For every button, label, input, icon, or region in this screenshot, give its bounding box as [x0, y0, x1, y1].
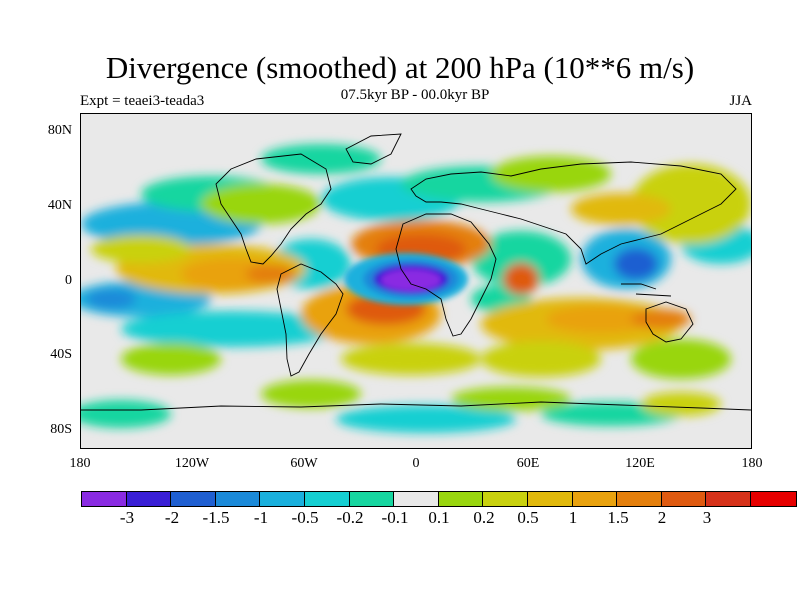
colorbar-label: -1 [253, 508, 269, 527]
map-panel [80, 113, 752, 449]
coastlines [81, 133, 751, 411]
colorbar-label: 0.2 [473, 508, 495, 527]
colorbar-swatch-11 [572, 492, 618, 506]
colorbar-swatch-6 [349, 492, 395, 506]
lon-label-180e: 180 [741, 456, 763, 471]
colorbar-swatch-13 [661, 492, 707, 506]
lat-label-40s: 40S [50, 347, 72, 362]
colorbar-swatch-9 [483, 492, 528, 506]
colorbar-label: 1 [568, 508, 578, 527]
convergence-core [344, 253, 468, 305]
colorbar-label: 0.1 [428, 508, 450, 527]
colorbar-label: -2 [164, 508, 180, 527]
colorbar-label: 0.5 [517, 508, 539, 527]
colorbar-label: 3 [702, 508, 712, 527]
lon-label-60e: 60E [516, 456, 540, 471]
colorbar-swatch-14 [706, 492, 751, 506]
lon-label-60w: 60W [290, 456, 318, 471]
colorbar-swatch-10 [527, 492, 573, 506]
lat-label-80n: 80N [47, 123, 72, 138]
chart-subtitle: 07.5kyr BP - 00.0kyr BP [340, 87, 490, 103]
lon-label-180w: 180 [69, 456, 91, 471]
colorbar-swatch-12 [617, 492, 662, 506]
colorbar-swatch-7 [394, 492, 439, 506]
colorbar-swatch-1 [126, 492, 172, 506]
divergence-map [81, 114, 751, 448]
lat-label-80s: 80S [50, 422, 72, 437]
colorbar-swatch-15 [750, 492, 796, 506]
colorbar-label: -0.2 [336, 508, 364, 527]
lat-label-0: 0 [65, 273, 72, 288]
colorbar-swatch-3 [215, 492, 261, 506]
colorbar-label: 2 [657, 508, 667, 527]
colorbar-label: 1.5 [607, 508, 629, 527]
colorbar-swatch-2 [171, 492, 216, 506]
colorbar-label: -0.5 [291, 508, 319, 527]
lon-label-120w: 120W [174, 456, 210, 471]
colorbar-swatch-4 [260, 492, 305, 506]
lon-label-0: 0 [412, 456, 420, 471]
colorbar-label: -1.5 [202, 508, 230, 527]
season-label: JJA [729, 93, 752, 109]
experiment-label: Expt = teaei3-teada3 [80, 93, 205, 109]
colorbar-label: -0.1 [381, 508, 409, 527]
colorbar-label: -3 [119, 508, 135, 527]
lon-label-120e: 120E [625, 456, 655, 471]
colorbar-swatch-5 [304, 492, 350, 506]
colorbar-swatch-0 [82, 492, 127, 506]
colorbar [81, 491, 797, 507]
lat-label-40n: 40N [47, 198, 72, 213]
chart-title: Divergence (smoothed) at 200 hPa (10**6 … [105, 50, 695, 85]
colorbar-swatch-8 [438, 492, 484, 506]
